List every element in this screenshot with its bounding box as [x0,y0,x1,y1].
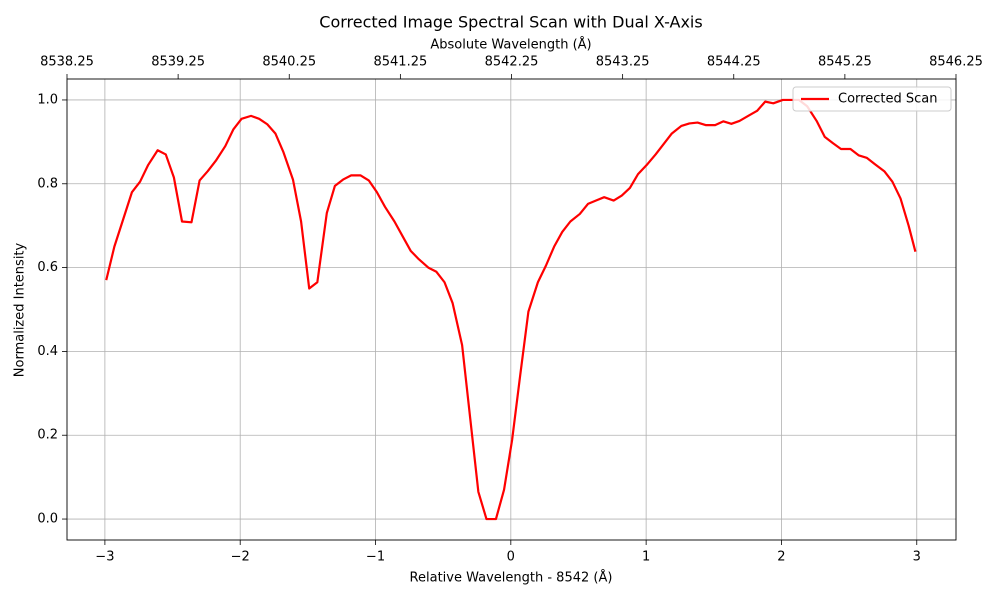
x2-tick-label: 8545.25 [818,55,872,70]
x2-tick-label: 8539.25 [151,55,205,70]
y-tick-label: 0.2 [37,428,58,443]
legend-label: Corrected Scan [838,92,937,107]
x2-tick-label: 8542.25 [485,55,539,70]
legend-box [792,86,952,112]
x-tick-label: −2 [231,550,250,565]
plot-frame [66,78,957,541]
x2-tick-label: 8544.25 [707,55,761,70]
x2-axis-label: Absolute Wavelength (Å) [430,37,591,53]
y-tick-label: 0.4 [37,344,58,359]
x-tick-label: −3 [95,550,114,565]
x-tick-label: 0 [507,550,515,565]
y-tick-label: 1.0 [37,92,58,107]
x-tick-label: −1 [366,550,385,565]
data-line [105,98,917,521]
x2-tick-label: 8541.25 [373,55,427,70]
y-tick-label: 0.8 [37,176,58,191]
chart-title: Corrected Image Spectral Scan with Dual … [319,13,702,32]
x2-tick-label: 8538.25 [40,55,94,70]
y-tick-label: 0.6 [37,260,58,275]
x-tick-label: 3 [913,550,921,565]
y-axis-label: Normalized Intensity [13,242,28,377]
x2-tick-label: 8540.25 [262,55,316,70]
x-axis-label: Relative Wavelength - 8542 (Å) [410,570,613,586]
x-tick-label: 1 [642,550,650,565]
x2-tick-label: 8546.25 [929,55,983,70]
y-tick-label: 0.0 [37,512,58,527]
x-tick-label: 2 [777,550,785,565]
x2-tick-label: 8543.25 [596,55,650,70]
